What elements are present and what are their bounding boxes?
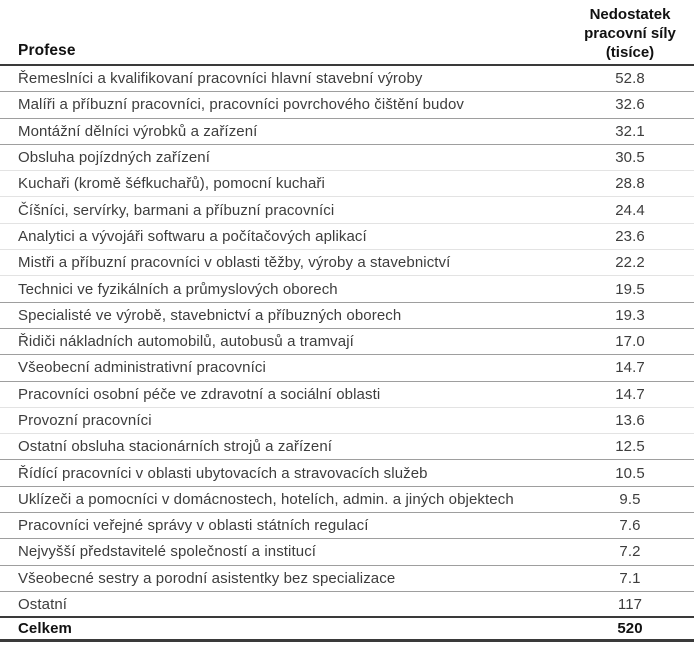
table-body: Řemeslníci a kvalifikovaní pracovníci hl… — [0, 66, 694, 643]
value-header-line-2: pracovní síly — [584, 25, 676, 42]
profession-cell: Celkem — [18, 620, 72, 638]
value-cell: 9.5 — [619, 490, 641, 508]
table-row: Řidiči nákladních automobilů, autobusů a… — [0, 329, 694, 356]
table-row: Celkem 520 — [0, 618, 694, 643]
profession-cell: Provozní pracovníci — [18, 412, 152, 429]
value-column-header: Nedostatek pracovní síly (tisíce) — [572, 0, 694, 64]
profession-cell: Nejvyšší představitelé společností a ins… — [18, 543, 317, 561]
table-row: Číšníci, servírky, barmani a příbuzní pr… — [0, 197, 694, 224]
table-row: Všeobecní administrativní pracovníci 14.… — [0, 355, 694, 382]
table-row: Řemeslníci a kvalifikovaní pracovníci hl… — [0, 66, 694, 93]
value-cell: 17.0 — [615, 333, 645, 351]
value-cell: 10.5 — [615, 464, 645, 482]
value-header-line-1: Nedostatek — [589, 6, 671, 23]
value-cell: 12.5 — [615, 438, 645, 456]
value-cell: 19.5 — [615, 280, 645, 298]
table-row: Specialisté ve výrobě, stavebnictví a př… — [0, 303, 694, 329]
value-cell: 14.7 — [615, 359, 645, 377]
value-cell: 520 — [617, 620, 643, 638]
profession-cell: Analytici a vývojáři softwaru a počítačo… — [18, 227, 367, 245]
table-row: Uklízeči a pomocníci v domácnostech, hot… — [0, 487, 694, 514]
profession-cell: Uklízeči a pomocníci v domácnostech, hot… — [18, 490, 514, 508]
value-cell: 7.2 — [619, 543, 641, 561]
profession-column-header: Profese — [18, 42, 76, 59]
profession-cell: Řídící pracovníci v oblasti ubytovacích … — [18, 464, 428, 482]
table-row: Montážní dělníci výrobků a zařízení 32.1 — [0, 119, 694, 145]
profession-cell: Ostatní — [18, 595, 68, 613]
profession-cell: Malíři a příbuzní pracovníci, pracovníci… — [18, 96, 464, 114]
profession-cell: Specialisté ve výrobě, stavebnictví a př… — [18, 306, 402, 324]
value-header-line-3: (tisíce) — [605, 44, 655, 61]
table-row: Ostatní 117 — [0, 592, 694, 619]
table-row: Mistři a příbuzní pracovníci v oblasti t… — [0, 250, 694, 277]
value-cell: 117 — [617, 595, 643, 613]
value-cell: 7.6 — [619, 517, 641, 535]
value-cell: 30.5 — [615, 149, 645, 167]
value-cell: 24.4 — [615, 201, 645, 219]
table-row: Nejvyšší představitelé společností a ins… — [0, 539, 694, 566]
value-cell: 28.8 — [615, 175, 645, 193]
value-cell: 52.8 — [615, 70, 645, 88]
profession-cell: Montážní dělníci výrobků a zařízení — [18, 122, 258, 140]
value-cell: 22.2 — [615, 254, 645, 272]
value-cell: 7.1 — [619, 569, 641, 587]
table-row: Analytici a vývojáři softwaru a počítačo… — [0, 224, 694, 251]
profession-cell: Ostatní obsluha stacionárních strojů a z… — [18, 438, 333, 456]
table-row: Malíři a příbuzní pracovníci, pracovníci… — [0, 92, 694, 119]
table-row: Ostatní obsluha stacionárních strojů a z… — [0, 434, 694, 461]
profession-cell: Technici ve fyzikálních a průmyslových o… — [18, 280, 338, 298]
profession-cell: Pracovníci veřejné správy v oblasti stát… — [18, 517, 369, 535]
profession-cell: Mistři a příbuzní pracovníci v oblasti t… — [18, 254, 451, 272]
table-row: Pracovníci osobní péče ve zdravotní a so… — [0, 382, 694, 408]
table-row: Provozní pracovníci 13.6 — [0, 408, 694, 435]
profession-cell: Kuchaři (kromě šéfkuchařů), pomocní kuch… — [18, 175, 325, 193]
profession-cell: Řidiči nákladních automobilů, autobusů a… — [18, 333, 354, 351]
profession-cell: Obsluha pojízdných zařízení — [18, 149, 210, 167]
table-row: Technici ve fyzikálních a průmyslových o… — [0, 276, 694, 303]
table-row: Obsluha pojízdných zařízení 30.5 — [0, 145, 694, 172]
profession-cell: Všeobecné sestry a porodní asistentky be… — [18, 569, 396, 587]
value-cell: 32.1 — [615, 122, 645, 140]
table-row: Pracovníci veřejné správy v oblasti stát… — [0, 513, 694, 540]
value-cell: 23.6 — [615, 227, 645, 245]
value-cell: 13.6 — [615, 412, 645, 429]
profession-cell: Číšníci, servírky, barmani a příbuzní pr… — [18, 201, 335, 219]
value-cell: 14.7 — [615, 385, 645, 403]
table-row: Všeobecné sestry a porodní asistentky be… — [0, 566, 694, 592]
profession-cell: Pracovníci osobní péče ve zdravotní a so… — [18, 385, 381, 403]
profession-cell: Řemeslníci a kvalifikovaní pracovníci hl… — [18, 70, 423, 88]
table-row: Kuchaři (kromě šéfkuchařů), pomocní kuch… — [0, 171, 694, 198]
table-row: Řídící pracovníci v oblasti ubytovacích … — [0, 460, 694, 487]
profession-cell: Všeobecní administrativní pracovníci — [18, 359, 266, 377]
table-header: Profese Nedostatek pracovní síly (tisíce… — [0, 0, 694, 66]
value-cell: 32.6 — [615, 96, 645, 114]
value-cell: 19.3 — [615, 306, 645, 324]
